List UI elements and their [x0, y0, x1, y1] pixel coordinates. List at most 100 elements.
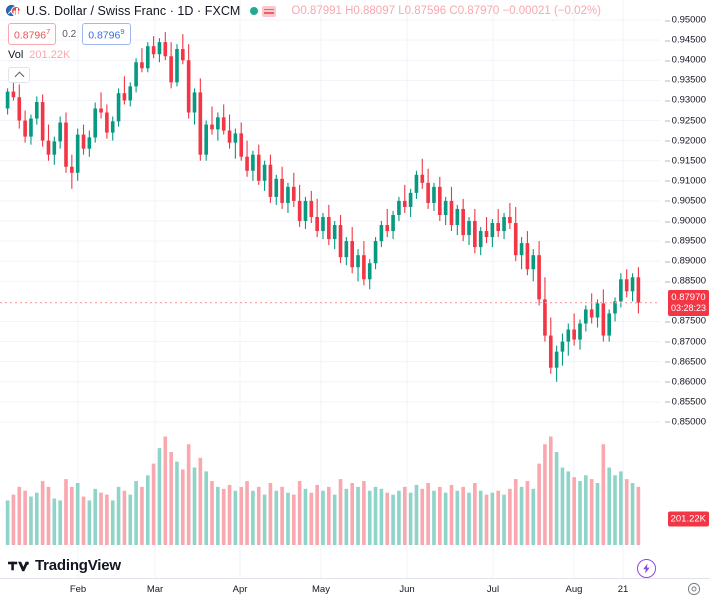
candle-body	[233, 133, 238, 143]
bid-price-box[interactable]: 0.87967	[8, 23, 57, 45]
volume-badge[interactable]: 201.22K	[667, 511, 709, 527]
lightning-replay-button[interactable]	[637, 559, 656, 578]
ohlc-open-label: O	[291, 5, 301, 17]
candle-body	[543, 299, 547, 336]
candle-body	[175, 48, 179, 83]
volume-bar	[58, 500, 62, 545]
time-tick: Feb	[69, 584, 87, 595]
tradingview-logo[interactable]: TradingView	[8, 557, 121, 574]
volume-bar	[455, 490, 460, 545]
time-scale[interactable]: Feb Mar Apr May Jun Jul Aug 21	[0, 578, 710, 600]
candle-body	[274, 178, 279, 197]
candle-body	[455, 208, 460, 226]
candle-body	[321, 216, 325, 232]
volume-bar	[437, 486, 442, 545]
symbol-title[interactable]: U.S. Dollar / Swiss Franc · 1D · FXCM	[26, 4, 241, 18]
volume-bar	[402, 486, 407, 545]
volume-bar	[186, 444, 191, 545]
candle-body	[81, 134, 86, 149]
candle-body	[449, 200, 454, 226]
volume-bar	[87, 500, 92, 545]
candle-body	[227, 130, 232, 143]
candle-body	[478, 231, 483, 248]
candle-body	[490, 223, 495, 238]
candle-body	[291, 186, 296, 201]
time-tick: Jul	[486, 584, 500, 595]
settings-button[interactable]	[685, 580, 703, 598]
lightning-replay-icon	[643, 563, 650, 574]
volume-bar	[490, 492, 495, 545]
volume-bar	[327, 486, 331, 545]
volume-bar	[531, 488, 536, 545]
volume-bar	[151, 463, 156, 545]
volume-bar	[408, 492, 413, 545]
candle-body	[630, 277, 635, 292]
price-tick-mark	[664, 381, 670, 383]
volume-bar	[566, 471, 571, 545]
volume-label: Vol	[8, 49, 24, 61]
price-tick-mark	[664, 281, 670, 283]
volume-bar	[11, 494, 16, 545]
candle-body	[87, 137, 92, 149]
chevron-up-icon	[14, 71, 24, 81]
candle-body	[251, 154, 255, 171]
candle-body	[239, 133, 244, 157]
tradingview-logo-text: TradingView	[35, 557, 121, 574]
candle-body	[513, 223, 518, 256]
candle-body	[315, 216, 319, 232]
candle-body	[210, 124, 214, 130]
volume-bar	[560, 467, 565, 545]
candle-body	[636, 277, 641, 303]
candle-body	[344, 241, 349, 258]
volume-bar	[17, 486, 22, 545]
candle-body	[17, 97, 22, 121]
candle-body	[122, 93, 127, 101]
legend-status-group	[250, 5, 277, 17]
candle-body	[221, 117, 226, 131]
price-tick-mark	[664, 321, 670, 323]
volume-bar	[613, 475, 617, 545]
price-scale[interactable]: 0.95000 0.94500 0.94000 0.93500 0.93000 0.925…	[660, 0, 710, 578]
volume-bar	[525, 481, 530, 545]
price-tick: 0.92000	[664, 135, 706, 146]
candle-body	[484, 231, 489, 238]
volume-bar	[367, 490, 372, 545]
price-tick: 0.89500	[664, 236, 706, 247]
volume-bar	[116, 486, 121, 545]
volume-bar	[595, 483, 600, 545]
ask-price-box[interactable]: 0.87969	[82, 23, 131, 45]
candle-body	[613, 301, 617, 314]
volume-bar	[175, 461, 179, 545]
candle-body	[128, 86, 133, 101]
candle-body	[186, 60, 191, 113]
volume-bar	[52, 498, 57, 545]
candle-body	[204, 124, 208, 155]
chart-style-icon[interactable]	[262, 5, 277, 17]
candle-body	[116, 93, 121, 122]
volume-bar	[40, 481, 45, 545]
volume-bar	[93, 488, 98, 545]
collapse-pane-button[interactable]	[8, 67, 30, 83]
volume-bar	[169, 452, 173, 545]
candle-body	[169, 56, 173, 83]
price-tick-mark	[664, 40, 670, 42]
chart-plot-area[interactable]	[0, 0, 660, 578]
chart-canvas[interactable]	[0, 0, 660, 578]
volume-bar	[420, 488, 425, 545]
candle-body	[192, 92, 197, 113]
volume-bar	[589, 479, 594, 545]
current-price-badge[interactable]: 0.87970 03:28:23	[667, 289, 709, 316]
price-tick-mark	[664, 200, 670, 202]
volume-bar	[350, 483, 355, 545]
candle-body	[461, 208, 465, 236]
volume-bar	[303, 488, 308, 545]
volume-bar	[23, 490, 27, 545]
candle-body	[93, 108, 98, 138]
candle-body	[64, 122, 68, 167]
candle-body	[619, 279, 623, 302]
candle-body	[256, 154, 261, 181]
candle-body	[58, 122, 62, 142]
candle-body	[566, 329, 571, 342]
candle-body	[110, 121, 115, 133]
